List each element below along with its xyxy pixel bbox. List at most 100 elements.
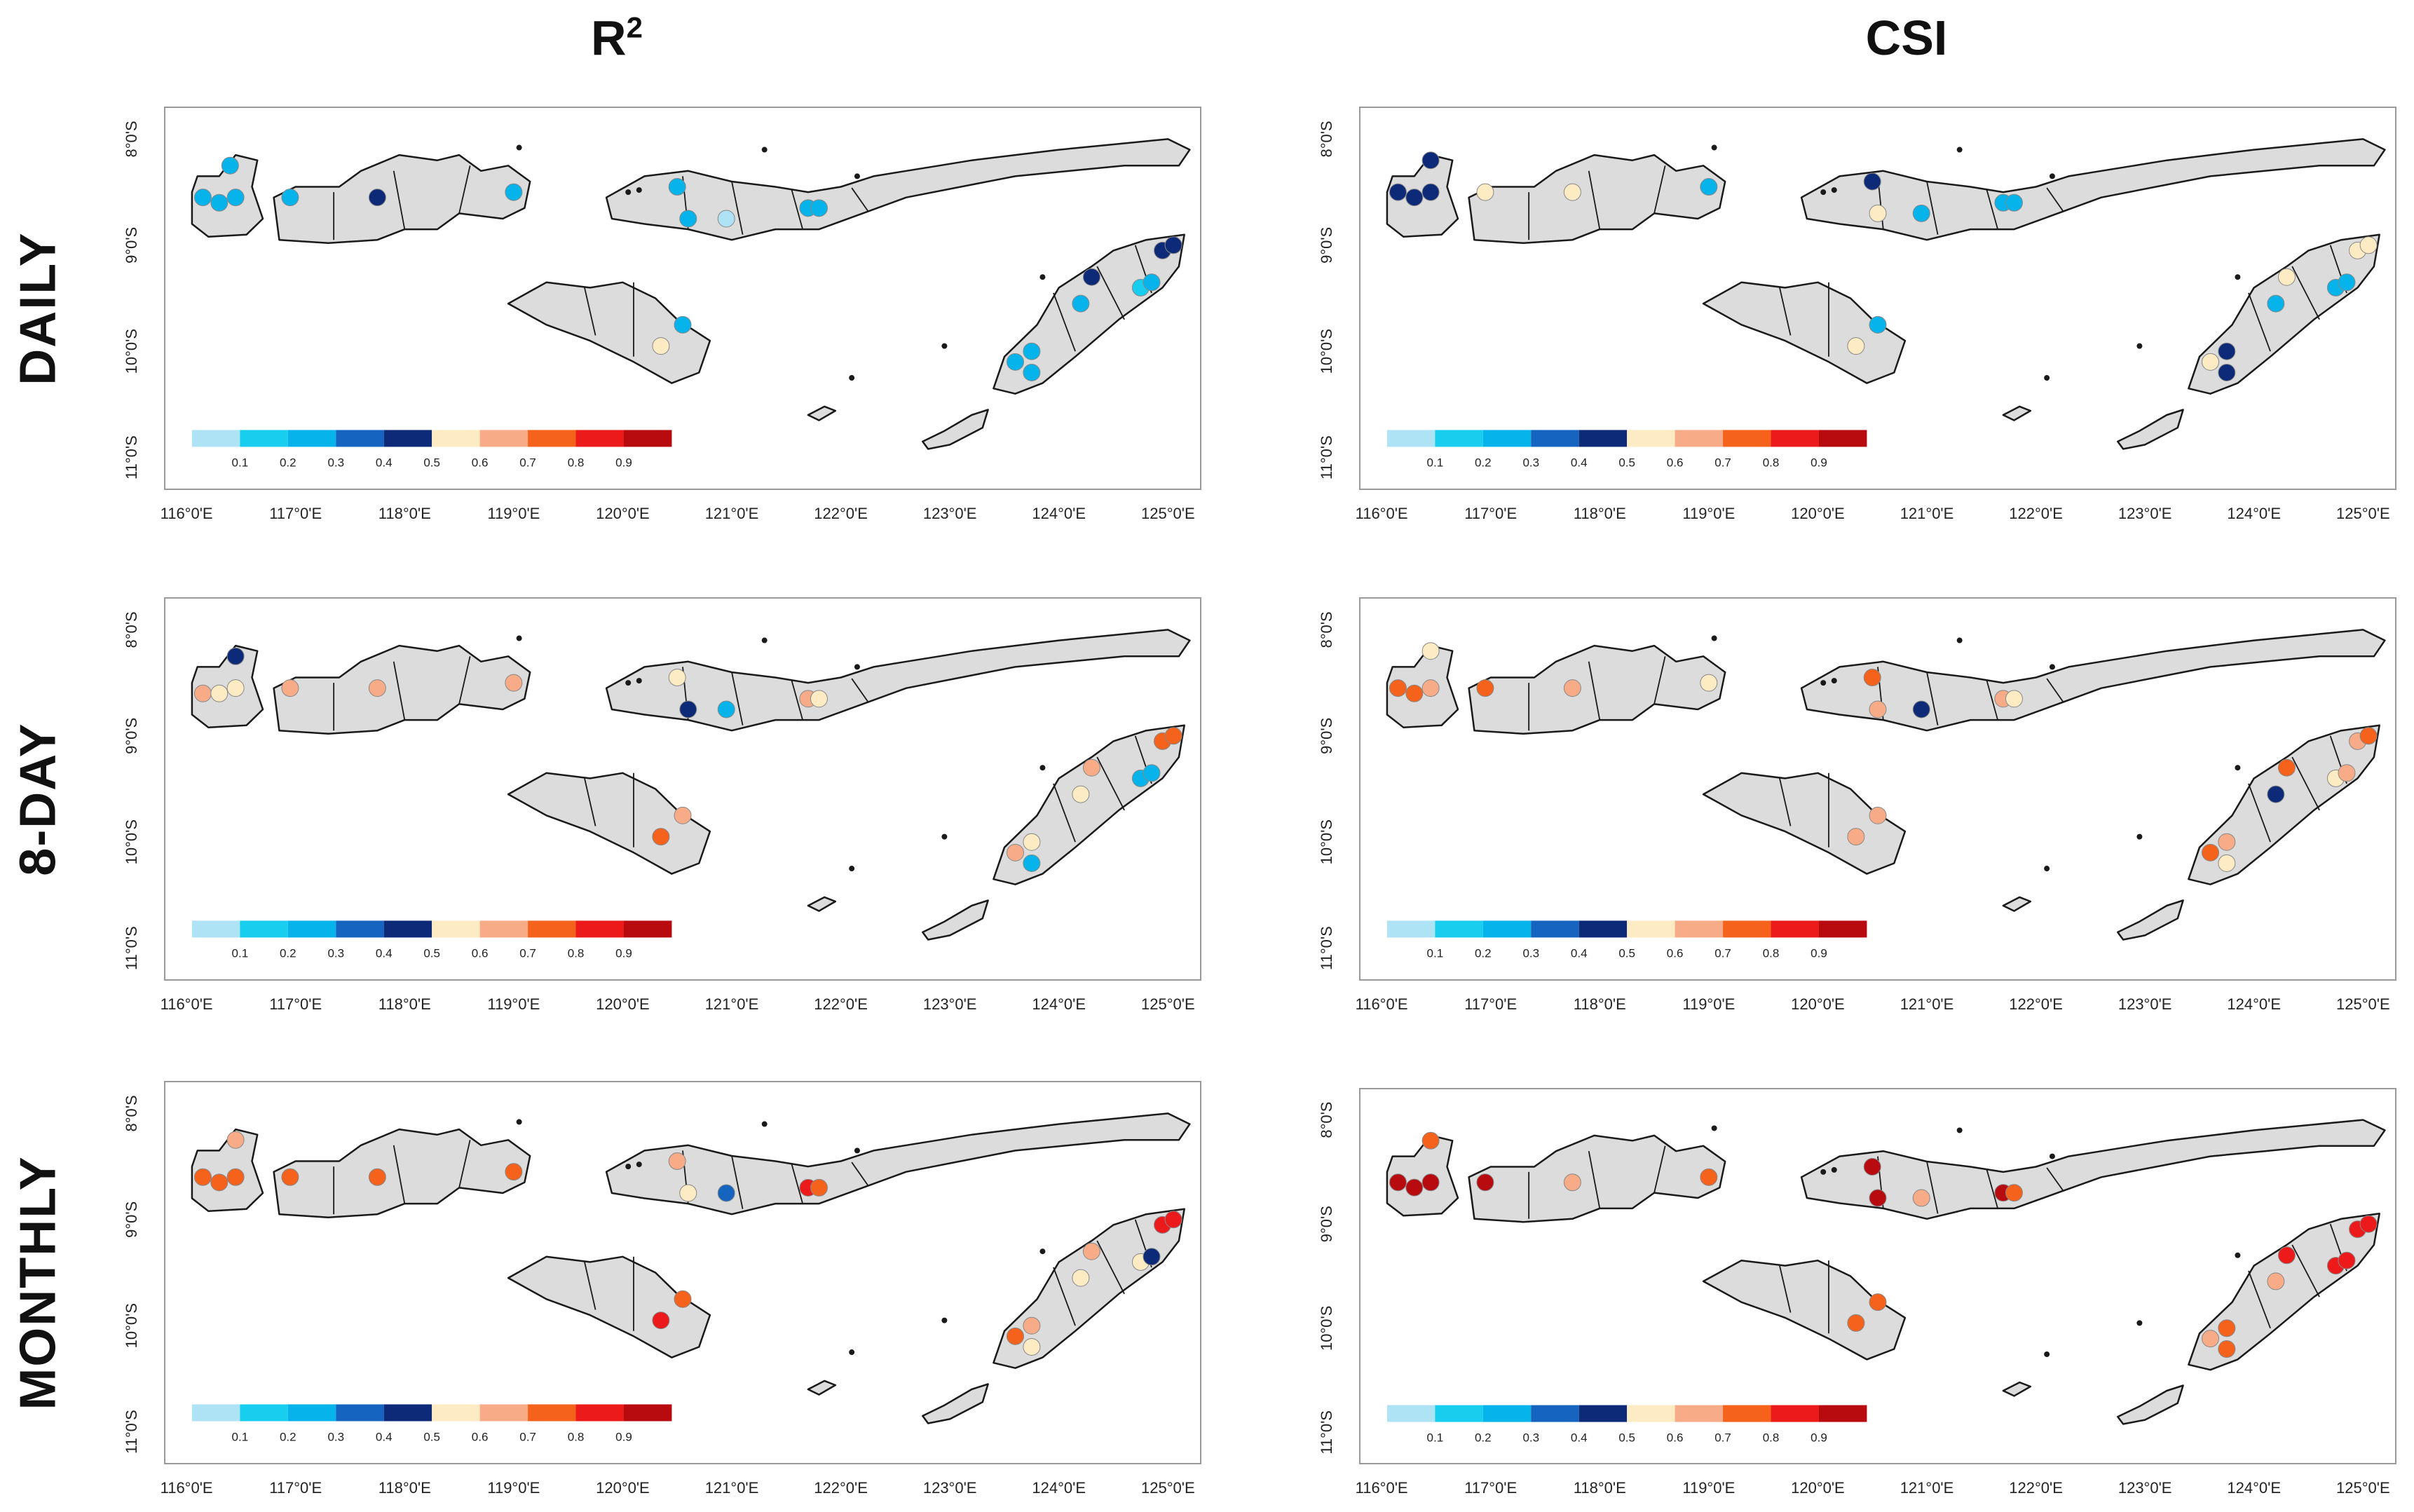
station-point — [1700, 674, 1718, 692]
lon-tick-label: 118°0'E — [1574, 1479, 1626, 1497]
station-point — [2338, 273, 2356, 292]
small-island — [1820, 189, 1827, 196]
small-island — [1039, 765, 1046, 771]
lon-tick-label: 122°0'E — [814, 505, 868, 522]
island-shape — [2188, 724, 2380, 885]
island-shape — [507, 1255, 711, 1358]
legend-tick-label: 0.9 — [615, 456, 632, 469]
station-point — [1847, 1314, 1865, 1332]
lon-tick-label: 118°0'E — [1574, 505, 1626, 522]
small-island — [849, 1349, 855, 1356]
station-point — [668, 1152, 686, 1171]
legend-tick-label: 0.7 — [1714, 946, 1731, 960]
land-layer — [191, 1112, 1191, 1424]
regency-border — [1926, 181, 1939, 235]
lon-tick-label: 120°0'E — [1791, 995, 1845, 1013]
legend-swatch — [383, 430, 432, 447]
small-island — [2136, 833, 2143, 840]
legend-swatch — [336, 920, 384, 938]
small-island — [1711, 635, 1717, 641]
legend-swatch — [1435, 430, 1483, 447]
station-layer — [1389, 642, 2378, 872]
regency-border — [2248, 1270, 2271, 1329]
lon-tick-label: 119°0'E — [487, 505, 540, 522]
legend-swatch — [1818, 1405, 1867, 1422]
station-point — [368, 189, 386, 207]
column-title-csi-base: CSI — [1865, 11, 1948, 65]
island-shape — [807, 405, 837, 421]
island-shape — [1800, 629, 2386, 732]
legend-swatch — [623, 1404, 672, 1422]
legend-swatch — [191, 920, 240, 938]
small-island — [636, 1162, 642, 1168]
station-point — [1563, 183, 1581, 201]
legend-swatch — [287, 430, 336, 447]
legend-swatch — [1386, 920, 1436, 938]
station-point — [668, 178, 686, 196]
lat-tick-label: 10°0'S — [1318, 819, 1335, 864]
station-layer — [193, 156, 1182, 381]
station-point — [1007, 1327, 1025, 1345]
island-shape — [993, 1208, 1185, 1369]
legend-tick-label: 0.1 — [232, 456, 249, 469]
regency-border — [1053, 292, 1076, 352]
legend-swatch — [575, 920, 624, 938]
station-point — [1912, 204, 1930, 222]
regency-border — [458, 1140, 471, 1188]
station-point — [1082, 268, 1100, 286]
lon-tick-label: 121°0'E — [705, 995, 759, 1013]
station-point — [2218, 854, 2236, 872]
island-shape — [1702, 281, 1907, 384]
island-shape — [1468, 644, 1726, 735]
island-shape — [1468, 154, 1726, 245]
island-shape — [1702, 772, 1907, 875]
land-layer — [191, 629, 1191, 941]
island-shape — [1702, 1259, 1907, 1361]
island-shape — [2117, 409, 2184, 450]
legend-tick-label: 0.5 — [423, 1430, 440, 1443]
regency-border — [1653, 165, 1666, 214]
legend-tick-label: 0.4 — [376, 456, 393, 469]
station-point — [1007, 843, 1025, 861]
station-point — [1421, 151, 1440, 170]
legend-tick-label: 0.3 — [1522, 1431, 1539, 1445]
legend-swatch — [1723, 430, 1771, 447]
small-island — [2235, 274, 2241, 280]
legend-swatch — [1627, 920, 1675, 938]
legend-swatch — [528, 1404, 576, 1422]
legend-colorbar: 0.1 0.2 0.3 0.4 0.5 0.6 0.7 0.8 0.9 — [1386, 430, 1867, 469]
small-island — [2044, 375, 2050, 381]
small-island — [2136, 343, 2143, 349]
regency-border — [851, 187, 869, 212]
lon-tick-label: 120°0'E — [596, 995, 650, 1013]
row-title-daily: DAILY — [0, 98, 77, 519]
small-island — [761, 637, 768, 643]
station-point — [1912, 700, 1930, 718]
station-point — [717, 1184, 735, 1202]
legend-tick-label: 0.7 — [519, 1430, 536, 1443]
island-shape — [1468, 1134, 1726, 1223]
regency-border — [458, 656, 471, 704]
island-shape — [273, 644, 531, 735]
station-point — [1023, 1337, 1041, 1356]
regency-border — [2291, 266, 2320, 320]
station-point — [1700, 1168, 1718, 1186]
legend-swatch — [479, 430, 529, 447]
small-island — [761, 1121, 768, 1127]
legend-swatch — [1482, 1405, 1532, 1422]
legend-colorbar: 0.1 0.2 0.3 0.4 0.5 0.6 0.7 0.8 0.9 — [1386, 920, 1867, 960]
legend-swatch — [240, 1404, 288, 1422]
station-point — [1082, 1242, 1100, 1260]
legend-tick-label: 0.7 — [519, 456, 536, 469]
station-point — [193, 684, 212, 702]
lat-tick-label: 8°0'S — [123, 611, 140, 648]
small-island — [2044, 1351, 2050, 1357]
island-shape — [605, 1112, 1191, 1215]
legend-swatch — [191, 1404, 240, 1422]
map-svg: 116°0'E 117°0'E 118°0'E 119°0'E 120°0'E 121°0… — [123, 107, 1201, 522]
small-island — [1956, 1127, 1963, 1133]
small-island — [625, 1164, 632, 1170]
legend-tick-label: 0.4 — [376, 946, 393, 960]
station-point — [1164, 1211, 1182, 1229]
lat-tick-label: 9°0'S — [123, 718, 140, 754]
